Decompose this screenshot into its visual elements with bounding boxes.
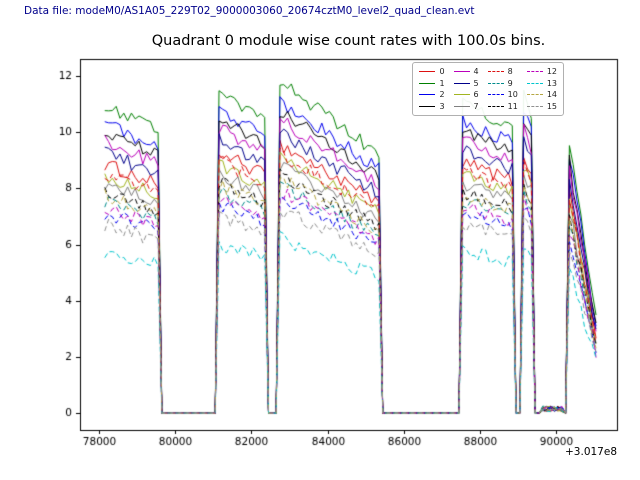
chart-title: Quadrant 0 module wise count rates with … <box>151 33 546 49</box>
legend-label: 14 <box>546 90 557 100</box>
legend-label: 3 <box>439 101 445 111</box>
legend-label: 4 <box>473 67 479 77</box>
legend-entry: 14 <box>526 89 557 101</box>
legend-label: 7 <box>473 101 479 111</box>
legend-line-sample <box>453 105 470 107</box>
legend-entry: 6 <box>453 89 479 101</box>
legend-entry: 7 <box>453 101 479 113</box>
legend-line-sample <box>487 94 504 96</box>
legend-label: 2 <box>439 90 445 100</box>
legend-entry: 12 <box>526 66 557 78</box>
legend-entry: 15 <box>526 101 557 113</box>
legend-label: 12 <box>546 67 557 77</box>
legend-entry: 5 <box>453 78 479 90</box>
legend: 0 1 2 3 4 5 6 7 8 9 10 11 12 13 14 15 <box>412 62 564 116</box>
legend-line-sample <box>453 94 470 96</box>
legend-line-sample <box>419 94 436 96</box>
legend-line-sample <box>419 105 436 107</box>
legend-entry: 3 <box>419 101 445 113</box>
legend-line-sample <box>487 71 504 73</box>
legend-entry: 4 <box>453 66 479 78</box>
legend-line-sample <box>453 82 470 84</box>
legend-entry: 1 <box>419 78 445 90</box>
legend-entry: 11 <box>487 101 518 113</box>
legend-label: 9 <box>507 78 513 88</box>
legend-line-sample <box>487 105 504 107</box>
legend-label: 6 <box>473 90 479 100</box>
legend-label: 0 <box>439 67 445 77</box>
legend-label: 15 <box>546 101 557 111</box>
legend-line-sample <box>526 94 543 96</box>
legend-entry: 2 <box>419 89 445 101</box>
data-file-label: Data file: modeM0/AS1A05_229T02_90000030… <box>24 5 475 17</box>
legend-entry: 10 <box>487 89 518 101</box>
legend-line-sample <box>487 82 504 84</box>
legend-label: 1 <box>439 78 445 88</box>
legend-line-sample <box>526 105 543 107</box>
legend-label: 5 <box>473 78 479 88</box>
legend-label: 13 <box>546 78 557 88</box>
legend-line-sample <box>526 82 543 84</box>
legend-entry: 8 <box>487 66 518 78</box>
legend-line-sample <box>453 71 470 73</box>
legend-line-sample <box>419 71 436 73</box>
legend-entry: 0 <box>419 66 445 78</box>
legend-label: 10 <box>507 90 518 100</box>
legend-entry: 9 <box>487 78 518 90</box>
legend-line-sample <box>419 82 436 84</box>
x-axis-offset-label: +3.017e8 <box>565 446 617 458</box>
legend-entry: 13 <box>526 78 557 90</box>
legend-label: 11 <box>507 101 518 111</box>
legend-line-sample <box>526 71 543 73</box>
legend-label: 8 <box>507 67 513 77</box>
